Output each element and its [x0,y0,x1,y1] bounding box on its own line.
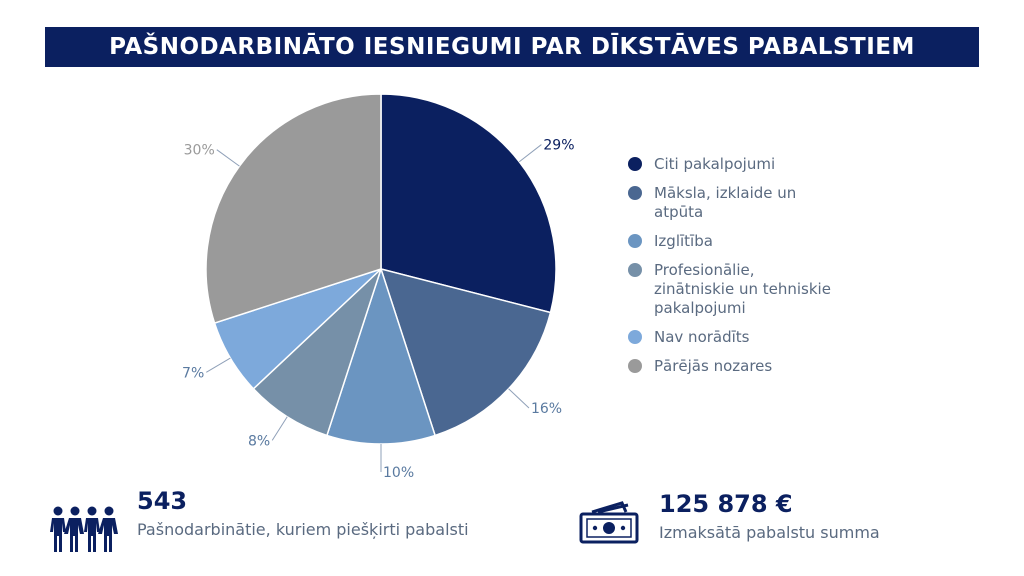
payout-stat: 125 878 € Izmaksātā pabalstu summa [659,490,979,544]
legend-item: Profesionālie, zinātniskie un tehniskie … [628,261,838,318]
beneficiaries-count: 543 [137,487,188,515]
legend-label: Nav norādīts [654,328,750,346]
legend-label: Profesionālie, zinātniskie un tehniskie … [654,261,831,317]
legend-label: Māksla, izklaide un atpūta [654,184,797,221]
slice-value-label: 16% [531,401,562,417]
legend-item: Citi pakalpojumi [628,155,838,174]
slice-value-label: 8% [248,433,270,449]
beneficiaries-description: Pašnodarbinātie, kuriem piešķirti pabals… [137,520,469,539]
people-icon [50,506,118,552]
pie-slice [380,93,557,314]
leader-line [271,416,288,441]
legend-swatch [628,359,642,373]
money-icon [579,501,639,544]
leader-line [216,149,240,167]
legend-item: Māksla, izklaide un atpūta [628,184,838,222]
legend-item: Izglītība [628,232,838,251]
payout-amount: 125 878 € [659,490,793,518]
chart-legend: Citi pakalpojumi Māksla, izklaide un atp… [628,155,838,386]
legend-swatch [628,157,642,171]
beneficiaries-stat: 543 Pašnodarbinātie, kuriem piešķirti pa… [137,487,497,541]
payout-description: Izmaksātā pabalstu summa [659,523,880,542]
leader-line [518,144,542,163]
slice-value-label: 30% [184,143,215,159]
legend-item: Pārējās nozares [628,357,838,376]
legend-swatch [628,330,642,344]
legend-label: Izglītība [654,232,713,250]
legend-item: Nav norādīts [628,328,838,347]
slice-value-label: 29% [543,138,574,154]
legend-swatch [628,186,642,200]
legend-swatch [628,234,642,248]
leader-line [508,388,530,409]
slice-value-label: 7% [182,365,204,381]
legend-label: Pārējās nozares [654,357,773,375]
legend-label: Citi pakalpojumi [654,155,776,173]
title-bar: PAŠNODARBINĀTO IESNIEGUMI PAR DĪKSTĀVES … [45,27,979,67]
page-title: PAŠNODARBINĀTO IESNIEGUMI PAR DĪKSTĀVES … [109,34,915,60]
leader-line [206,357,231,373]
slice-value-label: 10% [383,465,414,481]
legend-swatch [628,263,642,277]
